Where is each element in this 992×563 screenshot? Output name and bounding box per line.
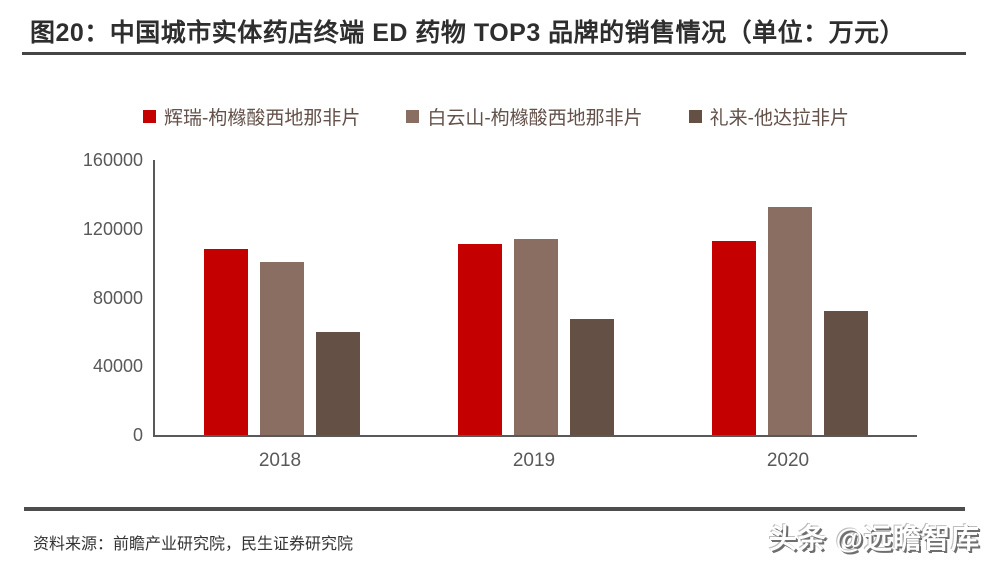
bar-辉瑞-枸橼酸西地那非片-2020: [712, 240, 756, 435]
y-tick-label: 80000: [92, 287, 143, 308]
x-axis-label: 2019: [512, 450, 556, 471]
source-note: 资料来源：前瞻产业研究院，民生证券研究院: [33, 536, 354, 553]
legend-swatch-icon: [688, 110, 702, 123]
x-axis-label: 2020: [766, 450, 810, 471]
footer-divider: [24, 507, 965, 511]
bar-礼来-他达拉非片-2018: [316, 331, 360, 435]
bar-礼来-他达拉非片-2019: [570, 319, 614, 435]
bar-白云山-枸橼酸西地那非片-2018: [260, 262, 304, 435]
watermark: 头条 @远瞻智库: [768, 523, 980, 554]
legend-label: 辉瑞-枸橼酸西地那非片: [164, 108, 361, 129]
y-tick-label: 160000: [82, 150, 143, 170]
bar-辉瑞-枸橼酸西地那非片-2019: [458, 244, 502, 435]
y-axis-labels: 0 40000 80000 120000 160000: [33, 150, 143, 445]
bar-group-2018: [204, 249, 360, 435]
bar-groups: [155, 160, 917, 435]
bar-group-2020: [712, 207, 868, 435]
page-title: 图20：中国城市实体药店终端 ED 药物 TOP3 品牌的销售情况（单位：万元）: [30, 19, 906, 47]
legend-swatch-icon: [406, 110, 420, 123]
bar-礼来-他达拉非片-2020: [824, 311, 868, 435]
y-tick-label: 120000: [82, 218, 143, 239]
y-tick-label: 40000: [92, 356, 143, 377]
legend-item: 白云山-枸橼酸西地那非片: [406, 103, 643, 130]
bar-白云山-枸橼酸西地那非片-2019: [514, 239, 558, 435]
legend-label: 礼来-他达拉非片: [709, 108, 849, 129]
bar-辉瑞-枸橼酸西地那非片-2018: [204, 249, 248, 435]
y-tick-label: 0: [132, 425, 143, 445]
x-axis-labels: 2018 2019 2020: [153, 450, 915, 472]
plot-area: 0 40000 80000 120000 160000: [83, 150, 917, 445]
title-underline: [22, 52, 966, 55]
legend-swatch-icon: [143, 110, 156, 123]
x-axis-label: 2018: [258, 450, 302, 471]
legend-item: 辉瑞-枸橼酸西地那非片: [143, 103, 360, 130]
bar-白云山-枸橼酸西地那非片-2020: [768, 207, 812, 435]
bar-group-2019: [458, 239, 614, 435]
legend: 辉瑞-枸橼酸西地那非片 白云山-枸橼酸西地那非片 礼来-他达拉非片: [0, 103, 992, 130]
legend-label: 白云山-枸橼酸西地那非片: [427, 108, 643, 129]
legend-item: 礼来-他达拉非片: [688, 103, 849, 130]
